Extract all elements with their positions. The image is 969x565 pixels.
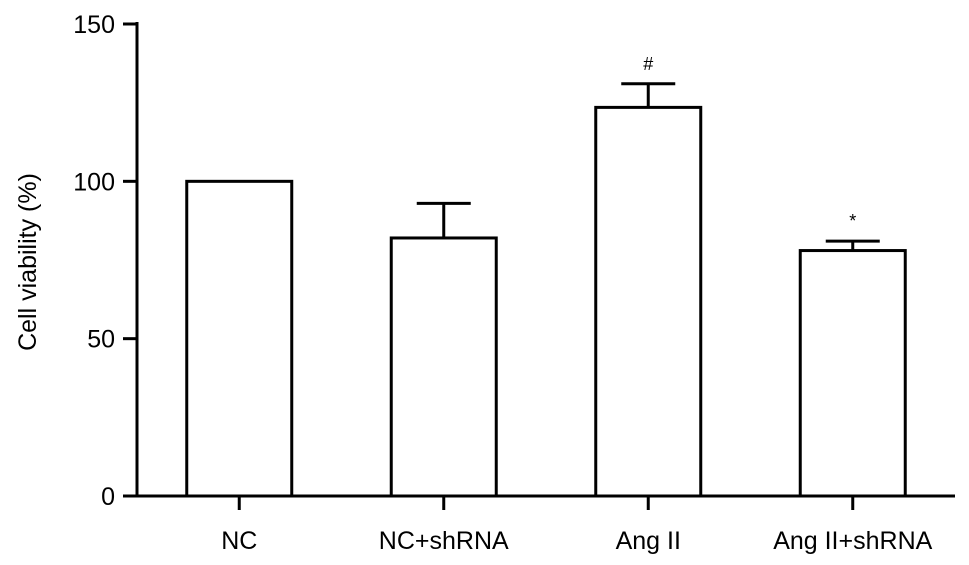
bar: [185, 179, 294, 498]
y-axis-title: Cell viability (%): [14, 173, 42, 351]
x-axis: NC NC+shRNA Ang II Ang II+shRNA: [137, 494, 955, 555]
bars-group: [185, 105, 907, 498]
y-axis: 0 50 100 150: [73, 11, 139, 511]
significance-mark: *: [849, 211, 856, 231]
x-tick-label: Ang II+shRNA: [773, 527, 932, 555]
x-tick-label: NC+shRNA: [379, 527, 509, 555]
y-tick-label: 0: [101, 483, 115, 511]
significance-mark: #: [643, 54, 653, 74]
y-tick-label: 150: [73, 11, 115, 39]
x-tick-label: NC: [221, 527, 257, 555]
error-bars-group: [416, 82, 880, 251]
bar: [594, 105, 703, 498]
y-tick-label: 100: [73, 168, 115, 196]
y-tick-label: 50: [87, 326, 115, 354]
bar: [389, 236, 498, 498]
annotations-group: #*: [643, 54, 856, 231]
x-tick-label: Ang II: [616, 527, 681, 555]
bar: [798, 249, 907, 498]
